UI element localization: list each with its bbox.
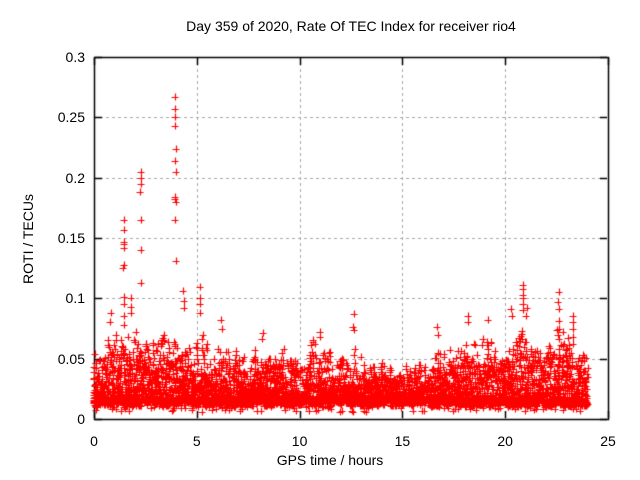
y-tick-label: 0.2 (65, 169, 85, 186)
x-tick-label: 25 (600, 433, 616, 449)
x-tick-label: 15 (394, 433, 411, 449)
y-tick-label: 0.05 (57, 350, 85, 367)
x-axis-label: GPS time / hours (276, 452, 384, 468)
x-tick-label: 0 (90, 433, 98, 449)
chart-title: Day 359 of 2020, Rate Of TEC Index for r… (186, 18, 516, 34)
y-tick-label: 0.25 (57, 109, 85, 126)
x-tick-label: 10 (291, 433, 308, 449)
y-tick-label: 0 (77, 411, 85, 427)
y-tick-label: 0.3 (65, 49, 85, 65)
y-tick-label: 0.1 (65, 290, 85, 307)
x-tick-label: 20 (497, 433, 513, 449)
x-tick-label: 5 (192, 433, 201, 449)
y-tick-label: 0.15 (57, 230, 85, 246)
